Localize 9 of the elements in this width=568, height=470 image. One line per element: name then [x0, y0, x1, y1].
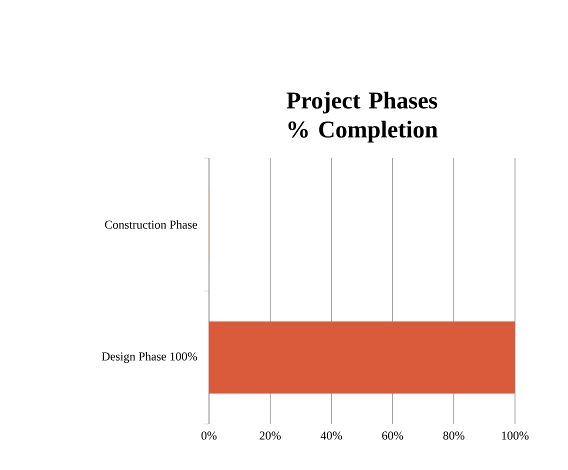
x-tick-label: 0%	[201, 432, 217, 440]
chart-title: Project Phases % Completion	[286, 92, 438, 143]
x-tick-label: 100%	[502, 432, 529, 440]
x-tick-label: 60%	[382, 432, 404, 440]
x-tick-label: 80%	[443, 432, 464, 440]
y-tick-label: Design Phase 100%	[102, 352, 198, 363]
y-tick-label: Construction Phase	[104, 220, 198, 229]
x-tick-label: 20%	[260, 432, 281, 440]
x-tick-label: 40%	[320, 432, 342, 440]
